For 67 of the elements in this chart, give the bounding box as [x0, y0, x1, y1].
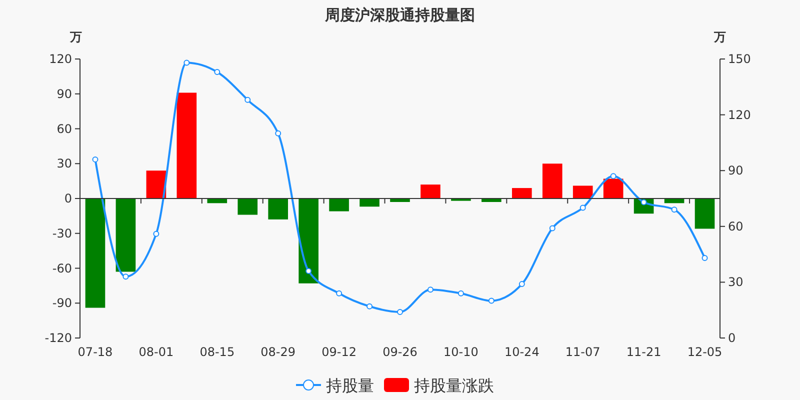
legend-label: 持股量涨跌 — [414, 376, 494, 395]
y2-tick-label: 0 — [728, 331, 736, 345]
y-tick-label: 60 — [56, 122, 72, 136]
y2-tick-label: 90 — [728, 164, 744, 178]
y2-tick-label: 150 — [728, 52, 751, 66]
x-tick-label: 12-05 — [687, 345, 722, 359]
x-tick-label: 07-18 — [78, 345, 113, 359]
y-tick-label: 30 — [56, 156, 72, 171]
point — [306, 268, 312, 274]
point — [184, 60, 190, 66]
y-tick-label: 120 — [49, 52, 72, 66]
chart-title: 周度沪深股通持股量图 — [324, 6, 475, 24]
x-tick-label: 11-07 — [565, 345, 600, 359]
point — [458, 290, 464, 296]
point — [549, 225, 556, 232]
bar — [238, 198, 258, 215]
point — [214, 69, 220, 76]
x-tick-label: 08-29 — [260, 345, 296, 359]
bar — [85, 198, 106, 308]
y2-tick-label: 60 — [728, 219, 744, 234]
y-tick-label: -90 — [52, 296, 72, 310]
point — [640, 199, 647, 206]
point — [671, 206, 678, 213]
bar — [603, 178, 624, 198]
point — [702, 255, 708, 262]
x-tick-label: 09-26 — [382, 345, 418, 359]
y-axis-title: 万 — [69, 30, 82, 44]
point — [336, 290, 342, 296]
x-tick-label: 10-10 — [444, 345, 478, 359]
y-tick-label: -60 — [52, 261, 72, 276]
bar — [146, 170, 166, 198]
bar — [298, 198, 318, 284]
bar — [116, 198, 136, 272]
point — [427, 286, 434, 293]
point — [488, 298, 494, 304]
bar — [694, 198, 715, 229]
point — [275, 130, 282, 136]
point — [244, 96, 251, 103]
point — [610, 173, 616, 180]
x-tick-label: 10-24 — [504, 345, 540, 359]
y-tick-label: 0 — [64, 192, 72, 206]
y-tick-label: 90 — [56, 86, 72, 101]
y2-axis-title: 万 — [713, 30, 726, 44]
bar — [542, 164, 562, 198]
point — [366, 303, 373, 310]
point — [580, 204, 586, 211]
point — [122, 274, 129, 280]
y2-tick-label: 30 — [728, 275, 744, 290]
x-tick-label: 11-21 — [626, 345, 662, 359]
y-tick-label: -120 — [44, 331, 72, 345]
point — [518, 281, 525, 288]
y-tick-label: -30 — [52, 226, 72, 240]
x-tick-label: 09-12 — [322, 345, 356, 359]
point — [92, 156, 98, 162]
bar — [360, 198, 380, 207]
legend-label: 持股量 — [326, 376, 374, 395]
point — [153, 230, 160, 237]
bar — [176, 92, 197, 198]
point — [397, 308, 403, 315]
bar — [512, 188, 532, 198]
bar — [572, 186, 593, 198]
x-tick-label: 08-15 — [200, 345, 235, 359]
y2-tick-label: 120 — [728, 108, 751, 122]
bar — [268, 198, 288, 220]
bar — [420, 184, 440, 198]
bar — [329, 198, 349, 212]
x-tick-label: 08-01 — [138, 345, 174, 359]
